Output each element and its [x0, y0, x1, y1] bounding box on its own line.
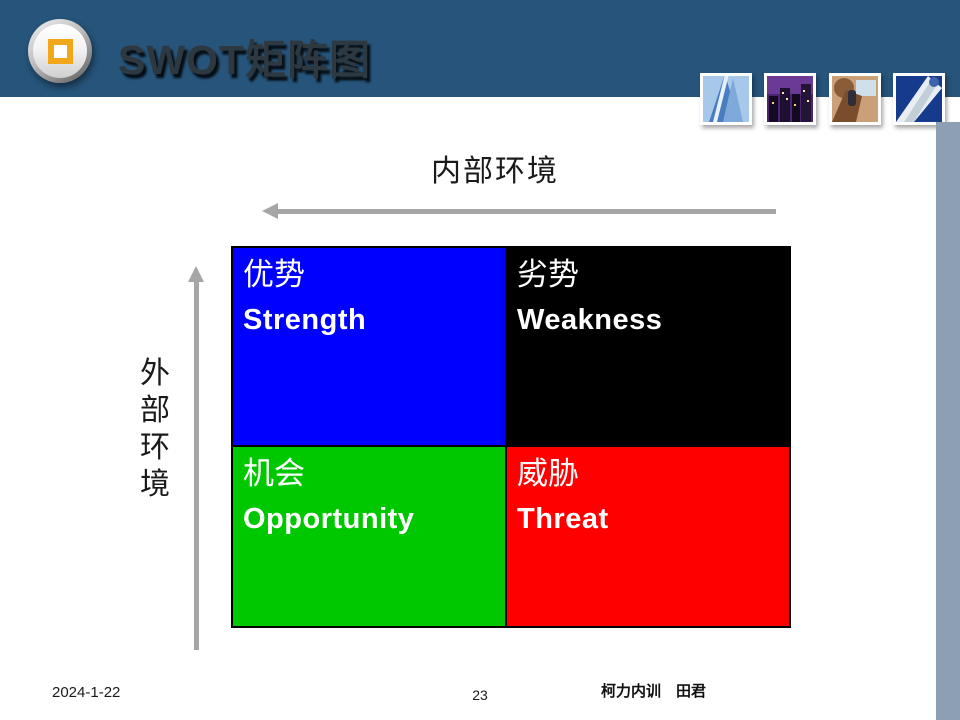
- top-axis-label: 内部环境: [431, 154, 559, 189]
- square-in-circle-logo-icon: [28, 19, 92, 83]
- photo-person-on-phone: [829, 73, 881, 125]
- logo-square-glyph: [47, 38, 73, 64]
- quadrant-strength-zh: 优势: [243, 257, 305, 293]
- quadrant-threat-zh: 威胁: [517, 456, 579, 492]
- quadrant-threat: 威胁 Threat: [507, 447, 789, 626]
- swot-matrix: 优势 Strength 劣势 Weakness 机会 Opportunity 威…: [231, 246, 791, 628]
- arrow-head: [262, 203, 278, 219]
- left-pointing-arrow-icon: [262, 203, 776, 219]
- quadrant-opportunity-zh: 机会: [243, 456, 305, 492]
- footer-page-number: 23: [472, 687, 488, 703]
- photo-night-city-skyline: [764, 73, 816, 125]
- arrow-shaft: [276, 209, 776, 214]
- arrow-head: [188, 266, 204, 282]
- right-accent-bar: [936, 122, 960, 720]
- quadrant-weakness-zh: 劣势: [517, 257, 579, 293]
- quadrant-strength: 优势 Strength: [233, 248, 505, 445]
- quadrant-weakness-en: Weakness: [517, 304, 663, 336]
- up-pointing-arrow-icon: [188, 266, 204, 650]
- photo-skyscraper-looking-up: [893, 73, 945, 125]
- quadrant-strength-en: Strength: [243, 304, 367, 336]
- header-bar: SWOT矩阵图: [0, 0, 960, 97]
- quadrant-weakness: 劣势 Weakness: [507, 248, 789, 445]
- left-axis-label: 外部环境: [140, 356, 170, 502]
- photo-blue-skyscraper: [700, 73, 752, 125]
- quadrant-threat-en: Threat: [517, 503, 609, 535]
- logo-inner-circle: [33, 24, 87, 78]
- footer-date: 2024-1-22: [52, 684, 121, 701]
- arrow-shaft: [194, 280, 199, 650]
- page-title: SWOT矩阵图: [118, 37, 371, 83]
- quadrant-opportunity-en: Opportunity: [243, 503, 415, 535]
- quadrant-opportunity: 机会 Opportunity: [233, 447, 505, 626]
- footer-credit: 柯力内训 田君: [601, 682, 707, 700]
